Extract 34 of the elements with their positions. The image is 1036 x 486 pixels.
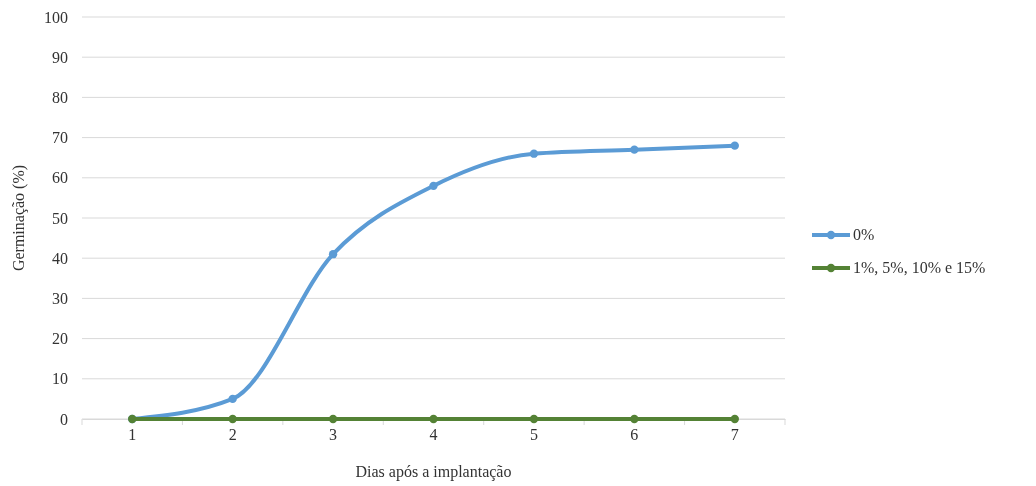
x-tick-label: 4 [429,426,438,444]
y-tick-label: 20 [52,330,68,348]
y-tick-label: 30 [52,290,68,308]
y-tick-label: 10 [52,370,68,388]
point [328,414,338,424]
y-axis-title: Germinação (%) [10,164,28,272]
x-tick-label: 7 [730,426,739,444]
y-tick-label: 50 [52,209,68,227]
point [328,250,338,259]
y-tick-label: 90 [52,48,68,66]
y-tick-label: 60 [52,169,68,187]
point [730,141,739,150]
y-tick-label: 40 [52,249,68,267]
legend-label: 0% [853,226,875,243]
x-tick-label: 5 [529,426,538,444]
x-tick-label: 1 [128,426,137,444]
x-tick-label: 3 [329,426,338,444]
y-tick-label: 70 [52,129,68,147]
legend-label: 1%, 5%, 10% e 15% [853,259,986,276]
point [529,414,539,424]
point [228,414,237,424]
point [630,414,639,424]
point [429,414,438,424]
y-tick-label: 80 [52,89,68,107]
point [630,145,639,154]
y-tick-label: 0 [60,410,68,428]
y-tick-label: 100 [44,8,68,26]
x-tick-label: 2 [228,426,237,444]
point [228,394,237,404]
point [529,149,539,158]
x-tick-label: 6 [630,426,639,444]
point [429,181,438,191]
x-axis-title: Dias após a implantação [355,463,512,481]
point [730,414,739,424]
